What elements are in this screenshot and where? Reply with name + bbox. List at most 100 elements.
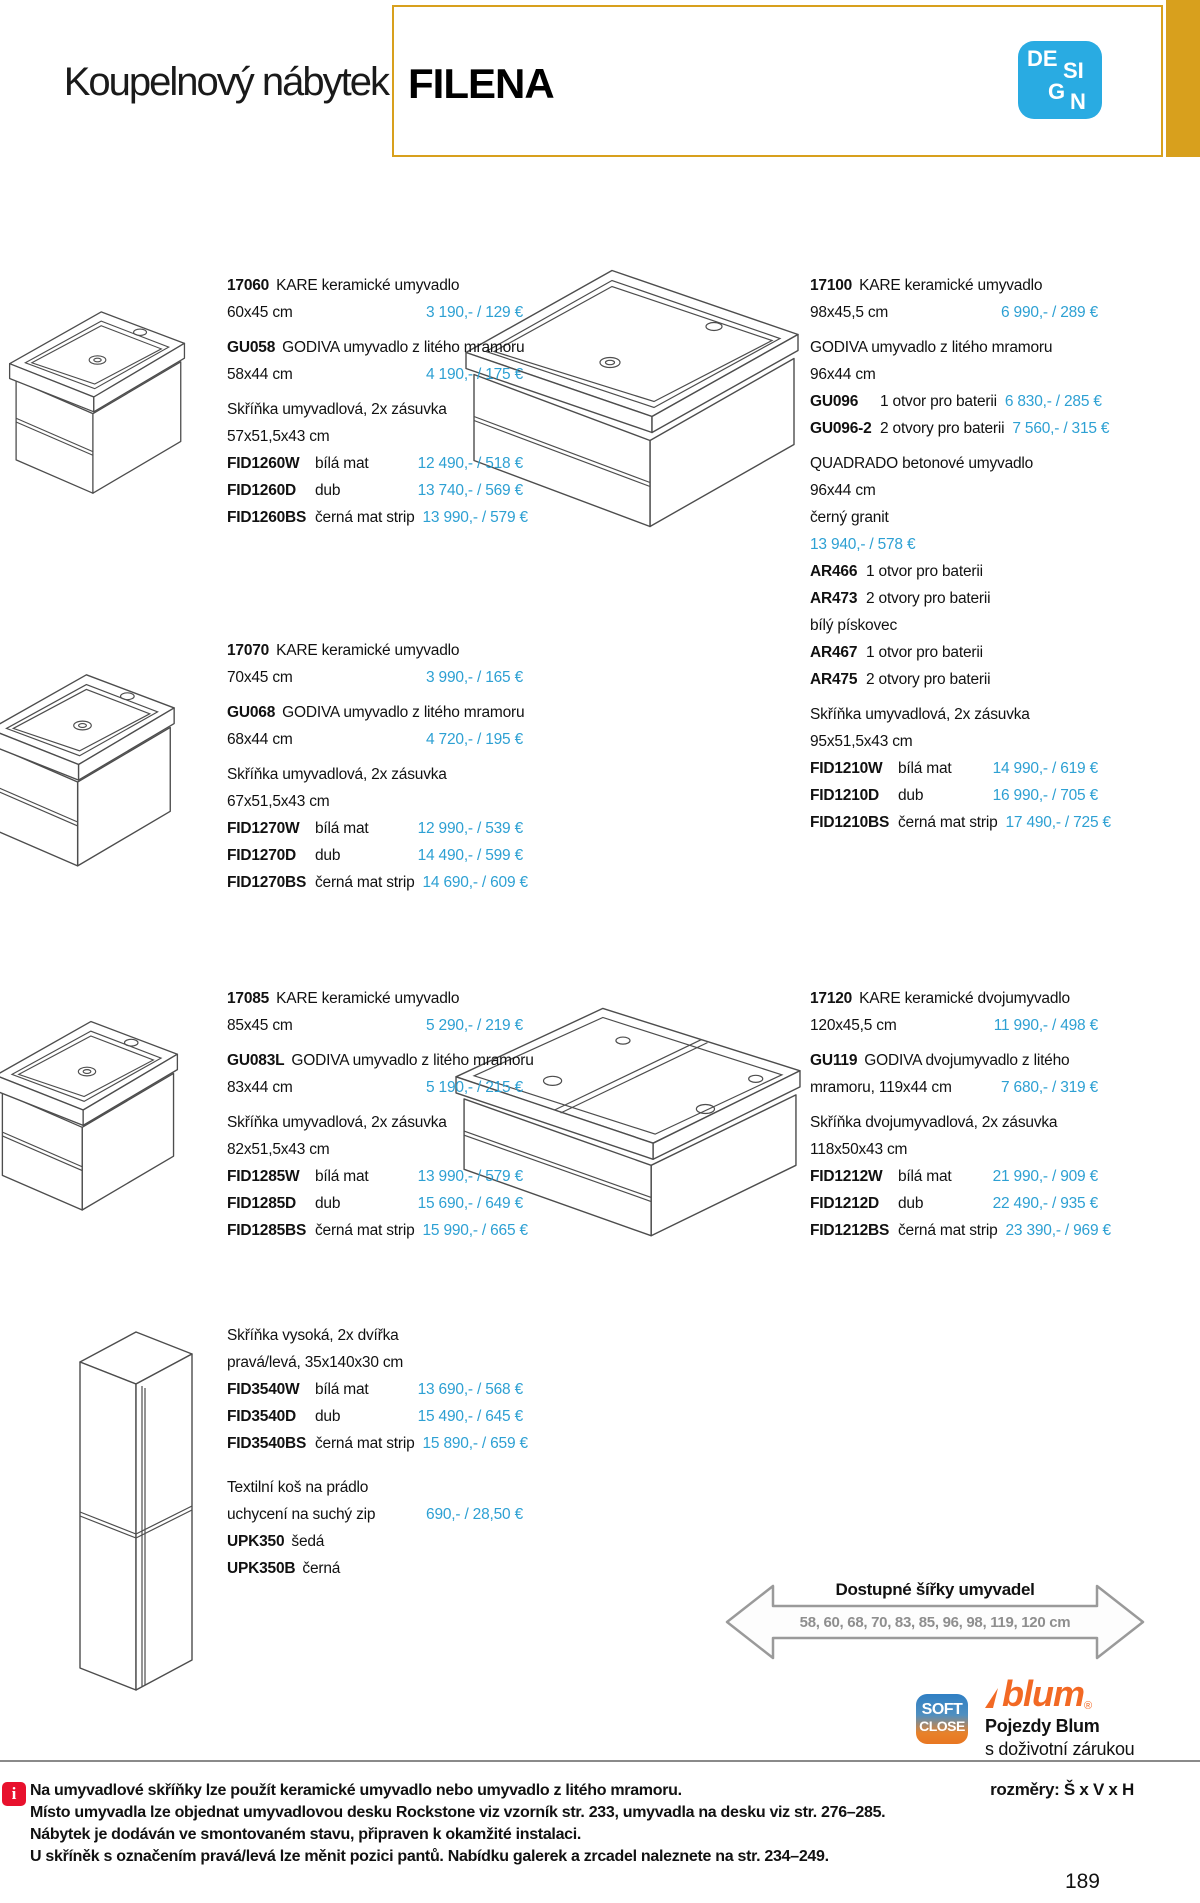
product-desc: GODIVA umyvadlo z litého mramoru bbox=[291, 1052, 534, 1069]
product-price: 15 890,- / 659 € bbox=[422, 1435, 529, 1452]
product-price: 16 990,- / 705 € bbox=[992, 787, 1099, 804]
product-row: 70x45 cm 3 990,- / 165 € bbox=[227, 664, 523, 691]
product-desc: GODIVA umyvadlo z litého mramoru bbox=[282, 704, 525, 721]
double-arrow-icon bbox=[725, 1584, 1145, 1660]
product-row: GU068 GODIVA umyvadlo z litého mramoru bbox=[227, 699, 525, 726]
drawing-double-washbasin-cabinet-17120 bbox=[452, 980, 804, 1242]
design-logo-letters: SI bbox=[1063, 58, 1084, 83]
product-code: GU096-2 bbox=[810, 420, 872, 437]
product-row: 67x51,5x43 cm bbox=[227, 788, 523, 815]
product-row: 85x45 cm 5 290,- / 219 € bbox=[227, 1012, 523, 1039]
product-desc: Textilní koš na prádlo bbox=[227, 1479, 369, 1496]
product-price: 5 290,- / 219 € bbox=[426, 1017, 523, 1034]
product-desc: 1 otvor pro baterii bbox=[880, 393, 997, 410]
product-row: 17120 KARE keramické dvojumyvadlo bbox=[810, 985, 1098, 1012]
product-desc: 98x45,5 cm bbox=[810, 304, 889, 321]
available-widths-values: 58, 60, 68, 70, 83, 85, 96, 98, 119, 120… bbox=[799, 1614, 1071, 1631]
product-code: FID1212D bbox=[810, 1195, 880, 1212]
product-row: Skříňka umyvadlová, 2x zásuvka bbox=[810, 701, 1098, 728]
product-block-17120: 17120 KARE keramické dvojumyvadlo 120x45,5… bbox=[810, 985, 1111, 1244]
product-row: 17100 KARE keramické umyvadlo bbox=[810, 272, 1098, 299]
product-price: 690,- / 28,50 € bbox=[426, 1506, 523, 1523]
product-code: 17100 bbox=[810, 277, 853, 294]
footer-note-line: U skříněk s označením pravá/levá lze měn… bbox=[30, 1848, 829, 1865]
product-desc: dub bbox=[315, 1195, 341, 1212]
product-row: Skříňka umyvadlová, 2x zásuvka bbox=[227, 1109, 523, 1136]
product-row: 118x50x43 cm bbox=[810, 1136, 1098, 1163]
product-desc: 1 otvor pro baterii bbox=[866, 563, 983, 580]
product-price: 11 990,- / 498 € bbox=[993, 1017, 1098, 1034]
product-row: UPK350B černá bbox=[227, 1555, 523, 1582]
footer-notes: Na umyvadlové skříňky lze použít keramic… bbox=[30, 1780, 1030, 1868]
product-price: 5 190,- / 215 € bbox=[426, 1079, 523, 1096]
product-desc: KARE keramické umyvadlo bbox=[276, 990, 460, 1007]
product-desc: 120x45,5 cm bbox=[810, 1017, 897, 1034]
design-badge-icon: DE SI G N bbox=[1018, 41, 1102, 119]
product-price: 13 690,- / 568 € bbox=[417, 1381, 524, 1398]
product-row: FID1260D dub 13 740,- / 569 € bbox=[227, 477, 523, 504]
product-desc: mramoru, 119x44 cm bbox=[810, 1079, 952, 1096]
page-number: 189 bbox=[1064, 1870, 1100, 1893]
product-row: 68x44 cm 4 720,- / 195 € bbox=[227, 726, 523, 753]
product-desc: 118x50x43 cm bbox=[810, 1141, 908, 1158]
product-row: FID3540BS černá mat strip 15 890,- / 659 € bbox=[227, 1430, 528, 1457]
blum-registered-mark: ® bbox=[1084, 1700, 1093, 1712]
product-code: FID1270D bbox=[227, 847, 297, 864]
product-desc: Skříňka umyvadlová, 2x zásuvka bbox=[227, 766, 447, 783]
design-logo-letters: DE bbox=[1027, 46, 1058, 71]
product-row: FID3540W bílá mat 13 690,- / 568 € bbox=[227, 1376, 523, 1403]
product-row: 120x45,5 cm 11 990,- / 498 € bbox=[810, 1012, 1098, 1039]
blum-wordmark: blum bbox=[1002, 1673, 1085, 1714]
product-row: 13 940,- / 578 € bbox=[810, 531, 1098, 558]
product-row: FID1260BS černá mat strip 13 990,- / 579 € bbox=[227, 504, 528, 531]
product-price: 21 990,- / 909 € bbox=[992, 1168, 1099, 1185]
product-code: GU096 bbox=[810, 393, 859, 410]
soft-close-badge-icon: SOFT CLOSE bbox=[916, 1694, 968, 1744]
product-row: FID1260W bílá mat 12 490,- / 518 € bbox=[227, 450, 523, 477]
product-desc: černá mat strip bbox=[315, 874, 415, 891]
product-block-tall-cabinet: Skříňka vysoká, 2x dvířka pravá/levá, 35x… bbox=[227, 1322, 528, 1457]
product-price: 13 990,- / 579 € bbox=[417, 1168, 524, 1185]
dimensions-note: rozměry: Š x V x H bbox=[990, 1780, 1134, 1799]
product-block-17085: 17085 KARE keramické umyvadlo 85x45 cm 5 29… bbox=[227, 985, 534, 1244]
product-price: 23 390,- / 969 € bbox=[1005, 1222, 1112, 1239]
product-desc: 70x45 cm bbox=[227, 669, 293, 686]
product-desc: černá mat strip bbox=[898, 1222, 998, 1239]
product-code: GU058 bbox=[227, 339, 276, 356]
product-code: 17085 bbox=[227, 990, 270, 1007]
info-icon: i bbox=[2, 1782, 26, 1806]
available-widths-arrow: Dostupné šířky umyvadel 58, 60, 68, 70, … bbox=[725, 1578, 1145, 1666]
product-row: FID1270BS černá mat strip 14 690,- / 609 € bbox=[227, 869, 528, 896]
product-price: 15 490,- / 645 € bbox=[417, 1408, 524, 1425]
soft-close-label: CLOSE bbox=[919, 1718, 965, 1734]
product-code: 17070 bbox=[227, 642, 270, 659]
product-row: AR473 2 otvory pro baterii bbox=[810, 585, 1098, 612]
product-price: 12 990,- / 539 € bbox=[417, 820, 524, 837]
product-code: FID1285W bbox=[227, 1168, 300, 1185]
product-code: FID3540W bbox=[227, 1381, 300, 1398]
design-logo-letters: N bbox=[1070, 89, 1086, 114]
product-code: FID1270BS bbox=[227, 874, 307, 891]
blum-arrow-icon bbox=[985, 1688, 998, 1708]
product-row: 98x45,5 cm 6 990,- / 289 € bbox=[810, 299, 1098, 326]
product-code: FID3540BS bbox=[227, 1435, 307, 1452]
product-code: AR466 bbox=[810, 563, 858, 580]
product-row: GU096-2 2 otvory pro baterii 7 560,- / 315… bbox=[810, 415, 1110, 442]
product-code: GU083L bbox=[227, 1052, 285, 1069]
product-code: FID1260BS bbox=[227, 509, 307, 526]
product-desc: 83x44 cm bbox=[227, 1079, 293, 1096]
product-desc: Skříňka umyvadlová, 2x zásuvka bbox=[810, 706, 1030, 723]
product-price: 3 190,- / 129 € bbox=[426, 304, 523, 321]
product-row: FID3540D dub 15 490,- / 645 € bbox=[227, 1403, 523, 1430]
product-price: 13 940,- / 578 € bbox=[810, 536, 916, 553]
drawing-washbasin-cabinet-17070 bbox=[0, 637, 180, 892]
product-desc: bílý pískovec bbox=[810, 617, 897, 634]
product-desc: KARE keramické umyvadlo bbox=[276, 642, 460, 659]
product-desc: černá mat strip bbox=[315, 509, 415, 526]
product-desc: bílá mat bbox=[898, 1168, 952, 1185]
design-logo-letters: G bbox=[1048, 79, 1066, 104]
product-row: 17060 KARE keramické umyvadlo bbox=[227, 272, 523, 299]
product-row: bílý pískovec bbox=[810, 612, 1098, 639]
product-desc: Skříňka dvojumyvadlová, 2x zásuvka bbox=[810, 1114, 1058, 1131]
